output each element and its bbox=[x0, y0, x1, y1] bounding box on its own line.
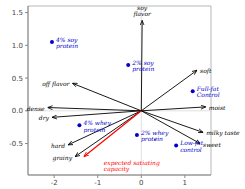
svg-text:0.5: 0.5 bbox=[12, 75, 23, 83]
svg-text:hard: hard bbox=[51, 141, 65, 148]
svg-text:milky taste: milky taste bbox=[206, 129, 237, 137]
svg-text:soyflavor: soyflavor bbox=[132, 4, 152, 19]
svg-text:expected satiatingcapacity: expected satiatingcapacity bbox=[104, 158, 160, 173]
svg-text:-1: -1 bbox=[94, 179, 101, 187]
svg-text:-2: -2 bbox=[51, 179, 58, 187]
svg-text:grainy: grainy bbox=[53, 153, 73, 161]
svg-text:0.0: 0.0 bbox=[12, 107, 23, 115]
svg-text:4% soyprotein: 4% soyprotein bbox=[55, 35, 78, 50]
svg-text:-0.5: -0.5 bbox=[9, 140, 23, 148]
svg-text:1.5: 1.5 bbox=[12, 9, 23, 17]
svg-text:1.0: 1.0 bbox=[12, 42, 23, 50]
svg-text:sweet: sweet bbox=[203, 140, 221, 147]
svg-text:dry: dry bbox=[39, 114, 50, 122]
svg-text:4% wheyprotein: 4% wheyprotein bbox=[82, 118, 111, 133]
svg-text:0: 0 bbox=[139, 179, 143, 187]
svg-text:soft: soft bbox=[200, 67, 212, 75]
svg-text:1: 1 bbox=[183, 179, 187, 187]
svg-text:Full-fatControl: Full-fatControl bbox=[196, 84, 220, 98]
svg-text:Low-fatcontrol: Low-fatcontrol bbox=[179, 139, 204, 153]
svg-text:moist: moist bbox=[209, 103, 226, 110]
svg-text:dense: dense bbox=[27, 104, 45, 111]
svg-text:2% soyprotein: 2% soyprotein bbox=[131, 58, 154, 73]
svg-text:2% wheyprotein: 2% wheyprotein bbox=[140, 128, 169, 143]
svg-text:off flavor: off flavor bbox=[42, 80, 70, 88]
